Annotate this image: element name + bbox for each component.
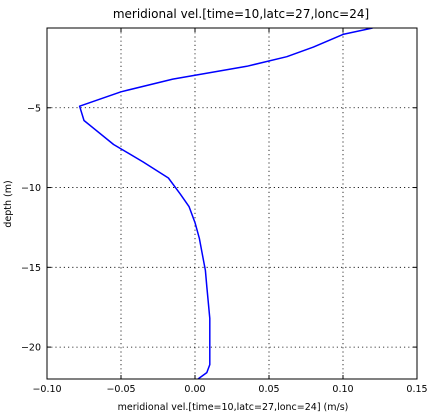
x-tick-label: −0.10 (32, 384, 61, 395)
x-tick-label: 0.05 (258, 384, 279, 395)
y-tick-label: −5 (27, 103, 41, 114)
y-tick-label: −10 (21, 183, 41, 194)
y-axis-label: depth (m) (3, 180, 14, 227)
x-tick-label: −0.05 (106, 384, 135, 395)
y-tick-label: −20 (21, 343, 41, 354)
x-tick-label: 0.10 (332, 384, 353, 395)
chart-title: meridional vel.[time=10,latc=27,lonc=24] (113, 7, 369, 21)
x-axis-label: meridional vel.[time=10,latc=27,lonc=24]… (118, 402, 349, 413)
series-line-0 (78, 28, 373, 379)
x-tick-label: 0.00 (184, 384, 205, 395)
y-tick-label: −15 (21, 263, 41, 274)
plot-frame (46, 27, 418, 380)
ticks: −0.10 −0.05 0.00 0.05 0.10 0.15 −5 −10 −15 −20 (21, 28, 428, 395)
grid (47, 28, 417, 379)
x-tick-label: 0.15 (406, 384, 427, 395)
series-layer (78, 28, 373, 379)
